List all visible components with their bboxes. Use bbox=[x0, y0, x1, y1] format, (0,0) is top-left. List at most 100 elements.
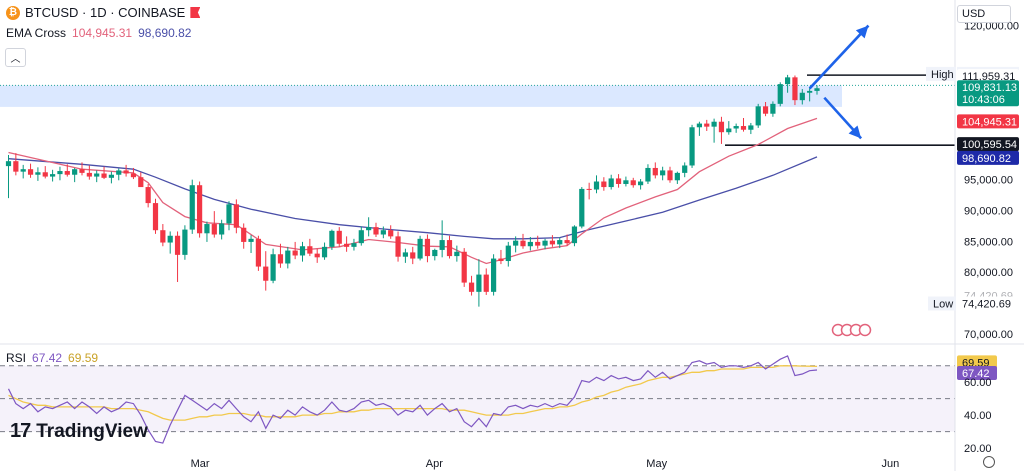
candle[interactable] bbox=[101, 166, 107, 180]
candle[interactable] bbox=[219, 219, 225, 240]
candle[interactable] bbox=[770, 101, 776, 117]
candle[interactable] bbox=[116, 168, 122, 181]
candle[interactable] bbox=[72, 167, 78, 183]
ema-slow-price-tag[interactable]: 98,690.82 bbox=[957, 150, 1019, 165]
candle[interactable] bbox=[255, 235, 261, 271]
bearish-arrow[interactable] bbox=[823, 96, 863, 140]
candle[interactable] bbox=[160, 224, 166, 247]
candle[interactable] bbox=[704, 119, 710, 131]
candle[interactable] bbox=[285, 246, 291, 269]
candle[interactable] bbox=[608, 174, 614, 190]
ema-fast-price-tag[interactable]: 104,945.31 bbox=[957, 114, 1019, 129]
candle[interactable] bbox=[152, 198, 159, 234]
candle[interactable] bbox=[718, 116, 725, 144]
candle[interactable] bbox=[5, 155, 12, 199]
rsi-legend[interactable]: RSI 67.42 69.59 bbox=[6, 351, 98, 365]
candle[interactable] bbox=[549, 235, 555, 247]
candle[interactable] bbox=[402, 248, 408, 263]
candle[interactable] bbox=[579, 187, 585, 229]
candle[interactable] bbox=[123, 164, 129, 177]
candle[interactable] bbox=[248, 235, 254, 254]
candle[interactable] bbox=[42, 166, 48, 179]
event-badge-icon[interactable] bbox=[858, 323, 872, 337]
candle[interactable] bbox=[674, 171, 680, 184]
candle[interactable] bbox=[395, 231, 401, 262]
candle[interactable] bbox=[792, 75, 798, 106]
candle[interactable] bbox=[785, 74, 791, 93]
candle[interactable] bbox=[660, 166, 666, 181]
candle[interactable] bbox=[755, 103, 761, 128]
candle[interactable] bbox=[86, 165, 92, 180]
candle[interactable] bbox=[263, 251, 269, 291]
candle[interactable] bbox=[197, 181, 203, 238]
candle[interactable] bbox=[748, 122, 754, 135]
candle[interactable] bbox=[314, 248, 320, 263]
candle[interactable] bbox=[410, 246, 416, 265]
candle[interactable] bbox=[468, 275, 475, 296]
bullish-arrow[interactable] bbox=[808, 24, 870, 90]
candle[interactable] bbox=[520, 233, 526, 249]
candle[interactable] bbox=[630, 177, 636, 188]
candle[interactable] bbox=[527, 236, 533, 251]
candle[interactable] bbox=[20, 164, 26, 179]
candle[interactable] bbox=[270, 248, 276, 284]
candle[interactable] bbox=[593, 175, 600, 194]
candle[interactable] bbox=[277, 243, 284, 268]
candle[interactable] bbox=[373, 222, 379, 237]
candle[interactable] bbox=[615, 174, 622, 188]
candle[interactable] bbox=[307, 238, 313, 257]
candle[interactable] bbox=[27, 163, 34, 178]
price-zone[interactable] bbox=[0, 85, 842, 107]
candle[interactable] bbox=[542, 238, 548, 250]
candle[interactable] bbox=[321, 242, 328, 260]
candle[interactable] bbox=[740, 118, 747, 132]
candle[interactable] bbox=[351, 238, 357, 251]
candle[interactable] bbox=[366, 217, 372, 237]
candle[interactable] bbox=[358, 226, 364, 246]
candle[interactable] bbox=[233, 199, 239, 234]
candle[interactable] bbox=[388, 225, 394, 239]
collapse-legend-button[interactable]: ︿ bbox=[5, 48, 26, 67]
candle[interactable] bbox=[667, 166, 673, 183]
candle[interactable] bbox=[498, 249, 504, 265]
resistance-price-tag[interactable]: 111,959.31 bbox=[957, 69, 1019, 84]
candle[interactable] bbox=[777, 82, 783, 107]
candle[interactable] bbox=[204, 221, 210, 242]
candle[interactable] bbox=[241, 223, 247, 249]
candle[interactable] bbox=[211, 211, 217, 238]
symbol-title[interactable]: BTCUSD · 1D · COINBASE bbox=[25, 5, 186, 20]
candle[interactable] bbox=[535, 235, 541, 249]
candle[interactable] bbox=[380, 226, 386, 239]
candle[interactable] bbox=[13, 153, 19, 176]
candle[interactable] bbox=[476, 259, 482, 307]
candle[interactable] bbox=[299, 241, 306, 262]
candle[interactable] bbox=[167, 231, 173, 254]
candle[interactable] bbox=[557, 237, 563, 249]
candle[interactable] bbox=[623, 176, 629, 187]
candle[interactable] bbox=[483, 268, 489, 295]
settings-icon[interactable] bbox=[983, 456, 995, 468]
candle[interactable] bbox=[182, 225, 188, 260]
candle[interactable] bbox=[64, 164, 70, 177]
candle[interactable] bbox=[94, 170, 100, 183]
candle[interactable] bbox=[454, 245, 460, 262]
candle[interactable] bbox=[174, 231, 181, 282]
candle[interactable] bbox=[513, 236, 519, 253]
support-price-tag[interactable]: 100,595.54 bbox=[957, 137, 1019, 152]
candle[interactable] bbox=[564, 234, 570, 246]
candle[interactable] bbox=[638, 179, 644, 190]
candle[interactable] bbox=[696, 121, 702, 136]
candle[interactable] bbox=[571, 225, 578, 247]
candle[interactable] bbox=[79, 162, 85, 176]
candle[interactable] bbox=[682, 162, 688, 178]
candle[interactable] bbox=[35, 167, 41, 181]
candle[interactable] bbox=[439, 220, 445, 258]
candle[interactable] bbox=[652, 162, 658, 179]
flag-icon[interactable] bbox=[190, 7, 201, 18]
candle[interactable] bbox=[586, 182, 592, 200]
candle[interactable] bbox=[432, 248, 438, 261]
candle[interactable] bbox=[799, 89, 805, 105]
